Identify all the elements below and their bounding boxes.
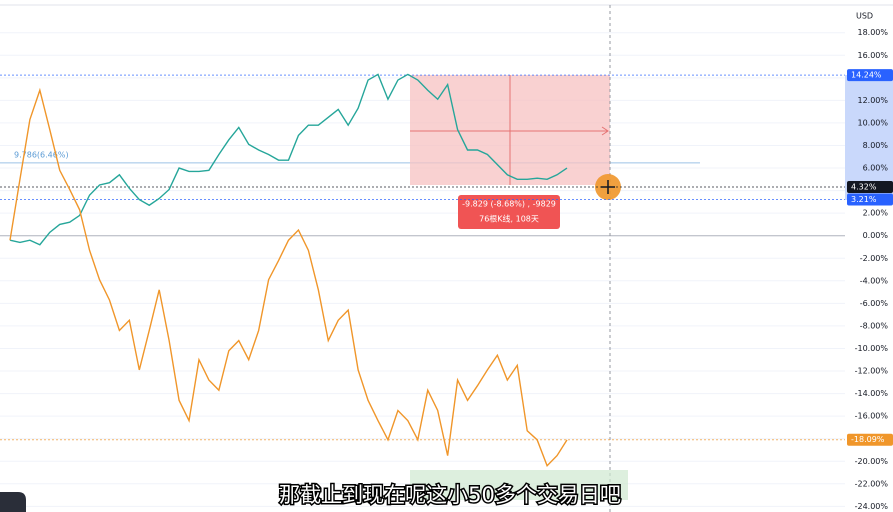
y-tick-label: 16.00% xyxy=(857,51,888,60)
currency-label[interactable]: USD xyxy=(856,12,873,21)
series-line xyxy=(9,87,568,468)
price-badge xyxy=(847,180,893,193)
y-tick-label: -4.00% xyxy=(860,276,889,285)
y-tick-label: 12.00% xyxy=(857,96,888,105)
y-tick-label: -12.00% xyxy=(855,367,889,376)
y-tick-label: -8.00% xyxy=(860,321,889,330)
measure-arrowhead xyxy=(601,126,609,136)
y-tick-label: 8.00% xyxy=(863,141,889,150)
y-tick-label: 18.00% xyxy=(857,28,888,37)
measure-text: 76根K线, 108天 xyxy=(479,214,539,224)
series-line xyxy=(9,73,568,246)
subtitle: 那截止到现在呢这小50多个交易日吧 xyxy=(279,483,621,507)
y-tick-label: -22.00% xyxy=(855,479,889,488)
corner-widget[interactable] xyxy=(0,492,26,512)
y-tick-label: -6.00% xyxy=(860,299,889,308)
price-badge xyxy=(847,69,893,82)
measure-tooltip xyxy=(458,195,560,229)
price-badge xyxy=(847,193,893,206)
y-tick-label: -10.00% xyxy=(855,344,889,353)
volume-box xyxy=(410,470,628,500)
price-badge-label: 4.32% xyxy=(851,182,877,191)
price-badge-label: 14.24% xyxy=(851,71,882,80)
y-tick-label: 6.00% xyxy=(863,164,889,173)
y-tick-label: 0.00% xyxy=(863,231,889,240)
price-badge-label: -18.09% xyxy=(851,435,885,444)
price-badge-label: 3.21% xyxy=(851,195,877,204)
axis-range-highlight xyxy=(845,75,893,200)
measure-text: -9.829 (-8.68%) , -9829 xyxy=(462,200,556,209)
level-label: 9.786(6.46%) xyxy=(14,151,69,160)
y-tick-label: -14.00% xyxy=(855,389,889,398)
price-badge xyxy=(847,433,893,446)
y-tick-label: -24.00% xyxy=(855,502,889,511)
y-tick-label: -20.00% xyxy=(855,457,889,466)
y-tick-label: 10.00% xyxy=(857,118,888,127)
y-tick-label: 2.00% xyxy=(863,209,889,218)
y-tick-label: -2.00% xyxy=(860,254,889,263)
y-tick-label: -16.00% xyxy=(855,412,889,421)
